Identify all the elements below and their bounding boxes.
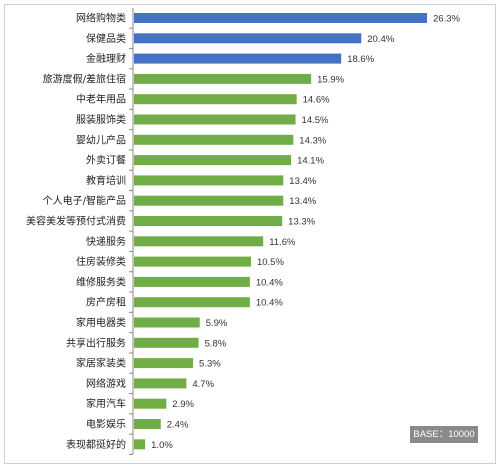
bar (134, 297, 250, 308)
bar (134, 195, 284, 206)
value-label: 14.1% (297, 156, 324, 167)
category-label: 旅游度假/差旅住宿 (43, 72, 126, 85)
value-label: 10.5% (257, 257, 284, 268)
category-label: 外卖订餐 (86, 154, 126, 167)
value-label: 14.3% (299, 135, 326, 146)
value-label: 15.9% (317, 74, 344, 85)
value-label: 2.4% (167, 420, 189, 431)
value-label: 26.3% (433, 14, 460, 25)
category-label: 快递服务 (86, 235, 126, 248)
bar (134, 94, 297, 105)
category-label: 房产房租 (86, 296, 126, 309)
category-label: 个人电子/智能产品 (43, 194, 126, 207)
value-label: 5.8% (205, 338, 227, 349)
value-label: 11.6% (269, 237, 296, 248)
value-label: 5.9% (206, 318, 228, 329)
bar (134, 439, 146, 450)
base-sample-badge: BASE：10000 (410, 426, 478, 443)
bar (134, 53, 342, 64)
value-label: 13.4% (289, 196, 316, 207)
bar (134, 155, 292, 166)
category-label: 网络购物类 (76, 12, 126, 25)
category-label: 电影娱乐 (86, 418, 126, 431)
bar (134, 33, 362, 44)
category-label: 美容美发等预付式消费 (26, 215, 126, 228)
category-label: 家用电器类 (76, 316, 126, 329)
bar (134, 419, 161, 429)
bar (134, 317, 200, 328)
bar (134, 236, 264, 247)
bar (134, 216, 283, 226)
value-label: 2.9% (172, 399, 194, 410)
value-label: 18.6% (347, 54, 374, 65)
value-label: 4.7% (192, 379, 214, 390)
category-label: 服装服饰类 (76, 113, 126, 126)
bar (134, 175, 284, 186)
category-label: 表现都挺好的 (66, 438, 126, 451)
value-label: 13.4% (289, 176, 316, 187)
bar (134, 358, 194, 369)
value-label: 14.5% (302, 115, 329, 126)
value-label: 13.3% (288, 217, 315, 228)
value-label: 10.4% (256, 277, 283, 288)
bar (134, 276, 250, 287)
bar (134, 378, 187, 389)
value-label: 10.4% (256, 298, 283, 309)
category-label: 中老年用品 (76, 93, 126, 106)
value-label: 14.6% (303, 95, 330, 106)
value-label: 20.4% (367, 34, 394, 45)
bar (134, 256, 251, 267)
category-label: 教育培训 (86, 174, 126, 187)
category-label: 保健品类 (86, 32, 126, 45)
category-label: 婴幼儿产品 (76, 133, 126, 146)
category-label: 网络游戏 (86, 377, 126, 390)
bar (134, 337, 199, 348)
category-label: 家居家装类 (76, 357, 126, 370)
category-label: 共享出行服务 (66, 336, 126, 349)
category-label: 家用汽车 (86, 397, 126, 410)
bar (134, 114, 296, 125)
bar (134, 73, 312, 84)
bar (134, 13, 427, 23)
value-label: 5.3% (199, 359, 221, 370)
category-label: 维修服务类 (76, 275, 126, 288)
bar (134, 134, 294, 145)
category-label: 住房装修类 (76, 255, 126, 268)
category-label: 金融理财 (86, 52, 126, 65)
value-label: 1.0% (151, 440, 173, 451)
bar (134, 398, 167, 409)
